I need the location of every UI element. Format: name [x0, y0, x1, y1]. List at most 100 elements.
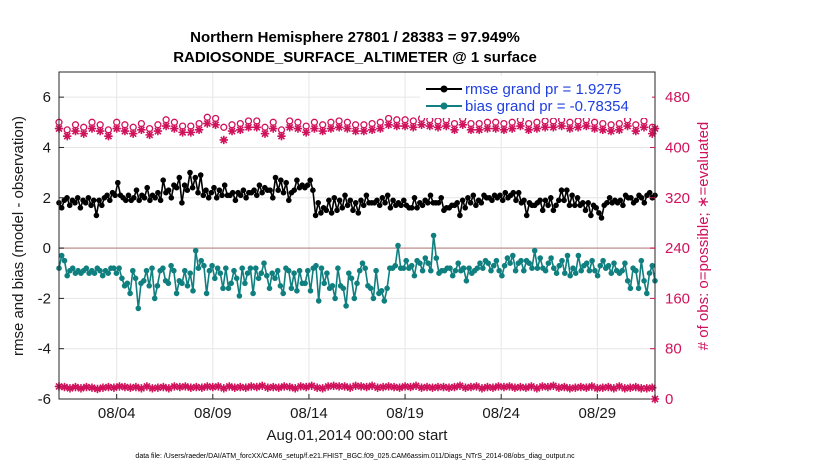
rmse-point	[275, 187, 282, 193]
rmse-point	[604, 200, 610, 206]
obs_bottom-point	[516, 382, 525, 392]
rmse-point	[221, 182, 228, 188]
bias-point	[430, 232, 437, 239]
bias-point	[58, 252, 65, 259]
obs_bottom-point	[323, 382, 333, 391]
rmse-point	[72, 200, 78, 206]
rmse-point	[181, 182, 188, 188]
obs_possible-point	[220, 123, 228, 131]
rmse-point	[88, 202, 94, 209]
bias-point	[247, 265, 254, 272]
rmse-point	[558, 187, 565, 193]
obs_evaluated-point	[491, 124, 500, 133]
obs_bottom-point	[576, 382, 586, 392]
rmse-point	[497, 192, 503, 199]
y-right-axis-label: # of obs: o=possible; ∗=evaluated	[695, 122, 712, 351]
bias-point	[356, 267, 363, 274]
obs_bottom-point	[472, 382, 481, 391]
obs_evaluated-point	[87, 124, 97, 133]
rmse-point	[278, 177, 284, 183]
obs_bottom-point	[82, 382, 91, 392]
obs_bottom-point	[329, 381, 338, 390]
obs_evaluated-point	[63, 131, 72, 141]
rmse-point	[310, 187, 316, 193]
obs_evaluated-point	[351, 126, 360, 136]
bias-point	[499, 272, 505, 279]
obs_evaluated-point	[120, 126, 130, 136]
bias-point	[280, 290, 287, 297]
bias-point	[141, 278, 147, 284]
bias-point	[384, 285, 390, 292]
obs_evaluated-point	[565, 124, 575, 133]
bias-point	[597, 262, 604, 269]
obs_bottom-point	[153, 383, 163, 392]
bias-point	[474, 265, 481, 272]
bias-point	[110, 265, 117, 272]
bias-point	[370, 295, 377, 302]
rmse-point	[593, 205, 599, 211]
obs_bottom-point	[417, 383, 426, 392]
rmse-point	[566, 202, 573, 209]
obs_evaluated-point	[310, 124, 319, 133]
series-obs_evaluated	[54, 119, 660, 145]
bias-point	[206, 267, 213, 274]
bias-point	[132, 275, 139, 282]
bias-point	[242, 280, 248, 287]
obs_bottom-point	[527, 382, 536, 391]
obs_evaluated-point	[450, 125, 459, 135]
bias-point	[510, 252, 516, 259]
bias-point	[592, 267, 598, 274]
obs_bottom-point	[373, 383, 382, 392]
bias-point	[463, 278, 470, 284]
obs_bottom-point	[225, 382, 234, 391]
obs_bottom-point	[494, 382, 503, 391]
rmse-point	[556, 197, 562, 204]
obs_bottom-point	[620, 384, 629, 393]
bias-point	[460, 265, 467, 272]
rmse-point	[160, 177, 166, 183]
rmse-point	[232, 197, 239, 204]
bias-point	[635, 285, 642, 292]
obs_evaluated-point	[301, 128, 311, 137]
rmse-point	[382, 200, 388, 206]
rmse-point	[574, 195, 581, 201]
bias-point	[83, 265, 90, 272]
rmse-point	[409, 205, 415, 211]
rmse-point	[251, 187, 257, 193]
rmse-point	[606, 195, 613, 201]
rmse-point	[521, 197, 527, 204]
rmse-point	[291, 187, 298, 193]
bias-point	[285, 267, 292, 274]
obs_bottom-point	[263, 383, 272, 392]
obs_evaluated-point	[507, 124, 517, 133]
bias-point	[501, 262, 508, 269]
obs_evaluated-point	[557, 121, 566, 131]
obs_evaluated-point	[384, 120, 393, 130]
obs_bottom-point	[378, 382, 388, 392]
rmse-point	[628, 195, 634, 201]
rmse-point	[515, 189, 522, 196]
obs_bottom-point	[252, 382, 261, 392]
rmse-point	[352, 200, 359, 206]
rmse-point	[189, 184, 196, 191]
bias-point	[589, 257, 595, 264]
obs_bottom-point	[477, 384, 487, 393]
rmse-point	[294, 177, 300, 183]
y-right-tick-label: 80	[665, 341, 682, 358]
obs_bottom-point	[351, 381, 360, 390]
bias-point	[521, 267, 527, 274]
rmse-point	[358, 197, 364, 204]
rmse-point	[542, 197, 549, 204]
rmse-point	[99, 202, 105, 209]
rmse-point	[165, 187, 172, 193]
obs_bottom-point	[362, 382, 371, 392]
bias-point	[351, 295, 358, 302]
rmse-point	[205, 195, 212, 201]
rmse-point	[315, 200, 322, 206]
obs_bottom-point	[367, 381, 377, 390]
obs_bottom-point	[170, 382, 179, 391]
obs_bottom-point	[175, 382, 185, 392]
rmse-point	[641, 200, 648, 206]
chart-title-line-1: Northern Hemisphere 27801 / 28383 = 97.9…	[190, 29, 520, 46]
rmse-point	[553, 202, 559, 209]
